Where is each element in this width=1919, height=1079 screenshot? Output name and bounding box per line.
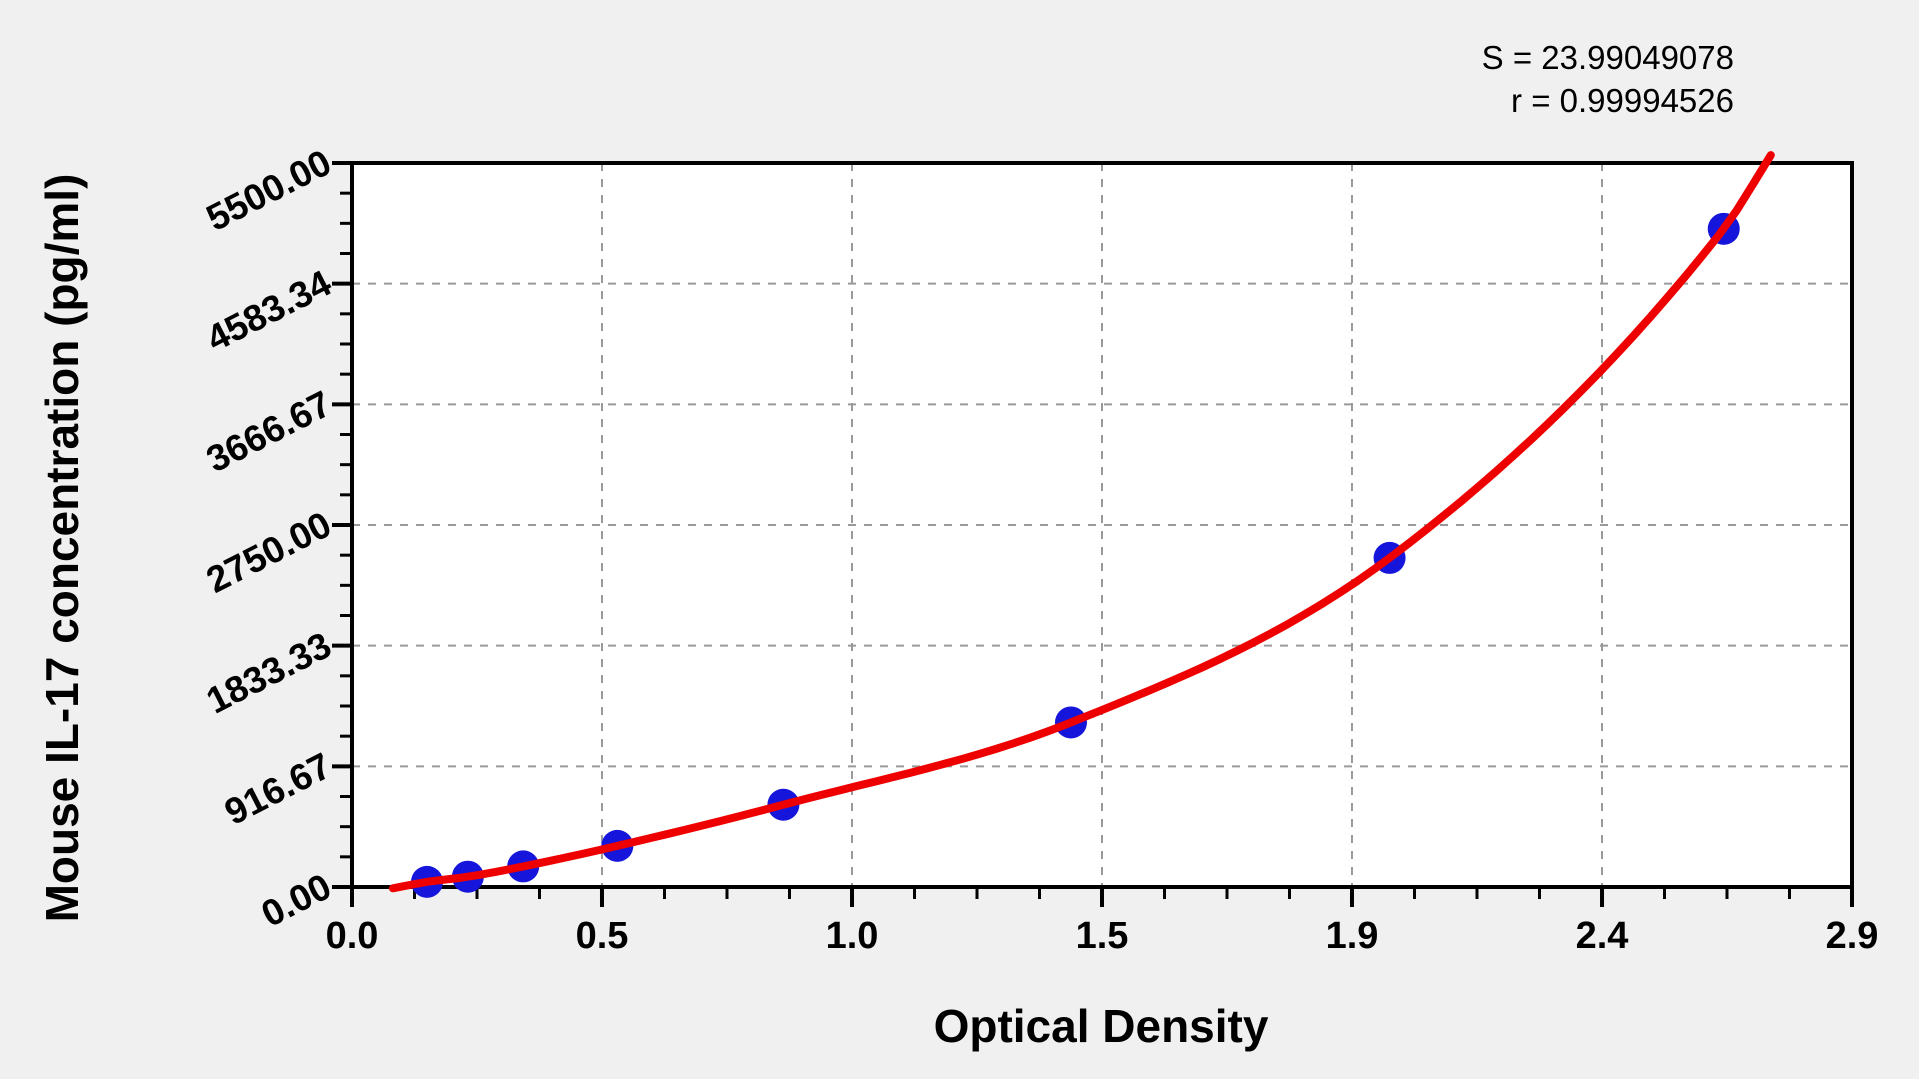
x-tick-label: 1.9 — [1326, 915, 1379, 957]
fit-s-value: S = 23.99049078 — [1481, 39, 1734, 76]
fit-r-value: r = 0.99994526 — [1511, 82, 1734, 119]
y-tick-label: 5500.00 — [200, 142, 338, 239]
y-tick-label: 4583.34 — [200, 262, 338, 359]
y-tick-label: 3666.67 — [200, 383, 338, 480]
x-tick-label: 1.0 — [826, 915, 879, 957]
x-axis-title: Optical Density — [933, 1000, 1269, 1052]
fit-statistics: S = 23.99049078 r = 0.99994526 — [1482, 36, 1734, 122]
x-tick-label: 2.4 — [1576, 915, 1629, 957]
x-tick-label: 2.9 — [1826, 915, 1879, 957]
fit-curve — [388, 151, 1775, 893]
x-tick-label: 1.5 — [1076, 915, 1129, 957]
x-tick-label: 0.5 — [576, 915, 629, 957]
y-tick-label: 916.67 — [218, 745, 337, 833]
y-tick-label: 1833.33 — [200, 624, 338, 721]
x-tick-label: 0.0 — [326, 915, 379, 957]
y-tick-label: 2750.00 — [200, 504, 338, 601]
